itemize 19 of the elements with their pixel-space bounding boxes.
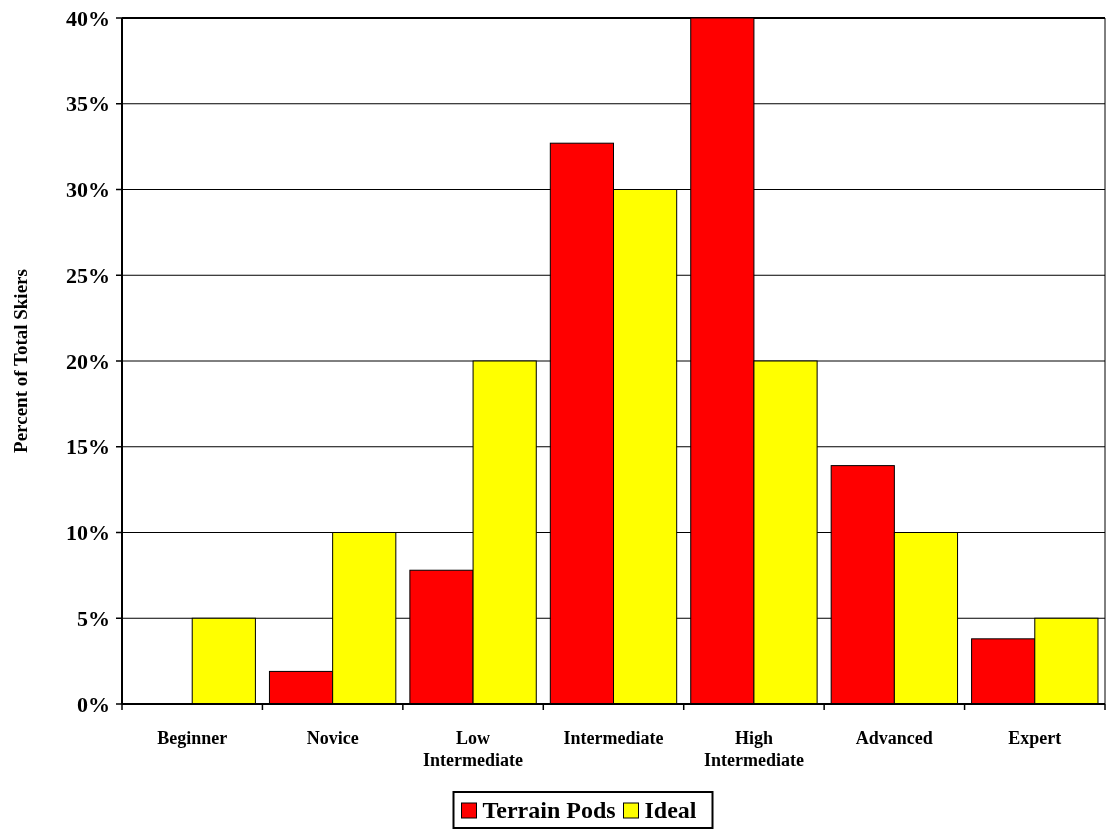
x-tick-label: High Intermediate [703,728,804,770]
legend-label: Terrain Pods [482,797,616,824]
y-tick-label: 10% [66,520,110,546]
y-tick-label: 40% [66,5,110,31]
x-tick-label: Advanced [855,728,933,748]
y-tick-label: 0% [77,691,110,717]
y-tick-label: 30% [66,177,110,203]
legend-label: Ideal [644,797,697,824]
x-tick-label: Intermediate [563,728,664,748]
x-tick-label: Expert [1008,728,1062,748]
y-tick-label: 20% [66,348,110,374]
y-tick-label: 35% [66,91,110,117]
y-tick-label: 5% [77,605,110,631]
x-tick-label: Low Intermediate [423,728,524,770]
y-tick-label: 15% [66,434,110,460]
y-axis-title: Percent of Total Skiers [10,269,31,453]
x-tick-label: Beginner [157,728,228,748]
x-tick-label: Novice [306,728,359,748]
y-tick-label: 25% [66,262,110,288]
